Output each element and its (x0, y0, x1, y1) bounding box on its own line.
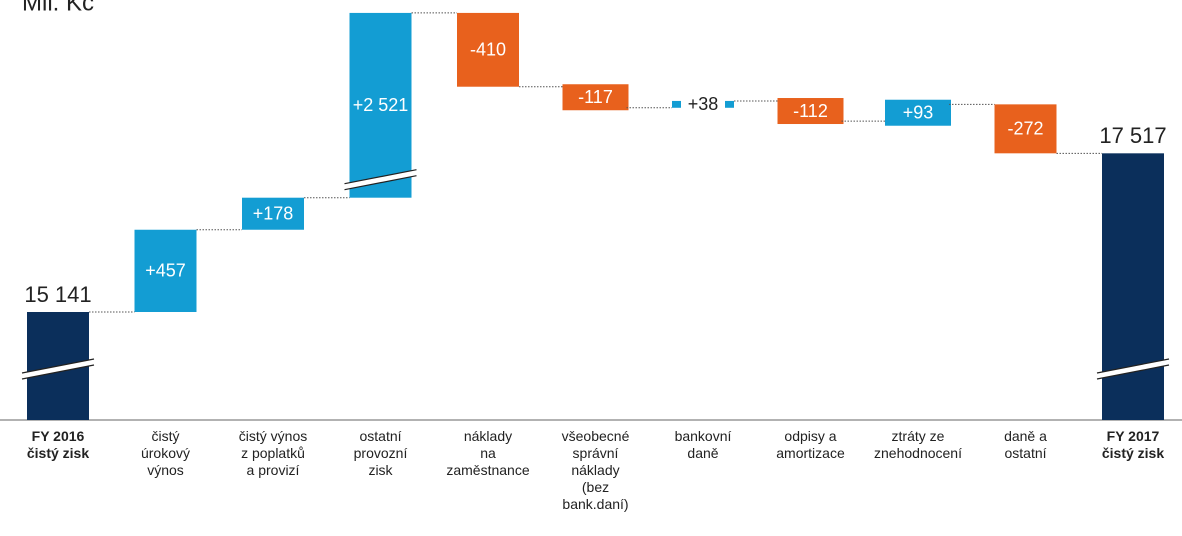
bar (242, 197, 304, 230)
category-label: daně a ostatní (1004, 428, 1047, 461)
axis-break-line (1096, 364, 1170, 380)
axis-break (1097, 359, 1169, 379)
axis-break-line (344, 169, 417, 185)
category-label: čistý výnos z poplatků a provizí (238, 428, 308, 478)
category-label: ztráty ze znehodnocení (874, 428, 962, 461)
category-label: ostatní provozní zisk (353, 428, 408, 478)
axis-break-line (21, 358, 95, 374)
label-box (562, 84, 629, 111)
value-label: +38 (688, 94, 719, 114)
bar (994, 104, 1057, 154)
label-box (777, 98, 844, 125)
axis-break-line (344, 175, 417, 191)
axis-break-line (1096, 358, 1170, 374)
bar (457, 12, 519, 87)
axis-break-line (21, 364, 95, 380)
axis-break (22, 359, 94, 379)
value-label: -117 (578, 87, 613, 107)
label-box (885, 99, 951, 126)
bar (349, 12, 412, 198)
value-label: +93 (903, 102, 934, 122)
value-label: +457 (145, 261, 186, 281)
category-label: odpisy a amortizace (776, 428, 845, 461)
bar (134, 229, 197, 312)
category-label: náklady na zaměstnance (446, 428, 530, 478)
bar (1102, 153, 1164, 420)
label-gap (681, 92, 725, 117)
unit-label: Mil. Kč (22, 0, 94, 16)
axis-break (344, 169, 417, 190)
value-label: 17 517 (1099, 123, 1166, 148)
value-label: 15 141 (24, 282, 91, 307)
value-label: -410 (470, 40, 506, 60)
value-label: +2 521 (353, 95, 409, 115)
value-label: +178 (253, 203, 294, 223)
value-label: -272 (1007, 119, 1043, 139)
category-label: FY 2016 čistý zisk (26, 428, 90, 461)
category-label: bankovní daně (674, 428, 732, 461)
category-label: všeobecné správní náklady (bez bank.daní… (561, 428, 630, 512)
value-label: -112 (793, 101, 828, 121)
category-label: FY 2017 čistý zisk (1101, 428, 1165, 461)
category-label: čistý úrokový výnos (140, 428, 191, 478)
